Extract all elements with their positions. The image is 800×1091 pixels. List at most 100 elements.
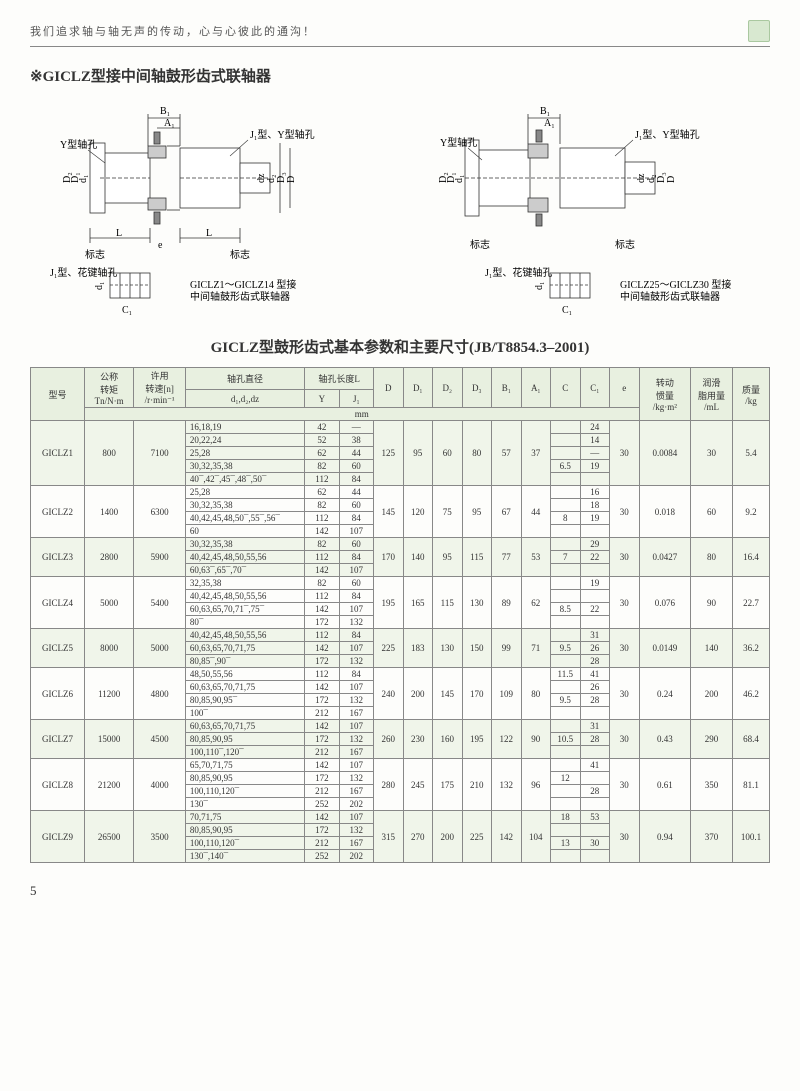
cell-C1: 16 — [580, 486, 610, 499]
cell-C1: 19 — [580, 512, 610, 525]
cell-d: 40,42,45,48,50,55,56 — [185, 629, 304, 642]
cell-y: 112 — [305, 668, 339, 681]
cell-j: 167 — [339, 785, 373, 798]
cell-B1: 67 — [492, 486, 522, 538]
cell-C — [551, 720, 581, 733]
cell-d: 16,18,19 — [185, 421, 304, 434]
cell-tn: 26500 — [85, 811, 134, 863]
cell-j: 107 — [339, 720, 373, 733]
cell-d: 32,35,38 — [185, 577, 304, 590]
cell-y: 172 — [305, 616, 339, 629]
table-row: GICLZ821200400065,70,71,7514210728024517… — [31, 759, 770, 772]
cell-model: GICLZ8 — [31, 759, 85, 811]
svg-text:e: e — [158, 240, 163, 251]
cell-C — [551, 655, 581, 668]
cell-D3: 80 — [462, 421, 492, 486]
cell-B1: 122 — [492, 720, 522, 759]
cell-A1: 90 — [521, 720, 551, 759]
cell-D2: 130 — [433, 629, 463, 668]
cell-e: 30 — [610, 759, 640, 811]
cell-tn: 21200 — [85, 759, 134, 811]
cell-C — [551, 499, 581, 512]
cell-C1 — [580, 564, 610, 577]
cell-D3: 115 — [462, 538, 492, 577]
cell-j: 107 — [339, 681, 373, 694]
cell-D: 195 — [374, 577, 404, 629]
table-row: GICLZ58000500040,42,45,48,50,55,56112842… — [31, 629, 770, 642]
th-A1: A₁ — [521, 368, 551, 408]
cell-d: 100,110,120¯ — [185, 837, 304, 850]
cell-A1: 62 — [521, 577, 551, 629]
cell-y: 212 — [305, 746, 339, 759]
cell-D1: 245 — [403, 759, 433, 811]
cell-B1: 77 — [492, 538, 522, 577]
th-bore-sub: d₁,d₂,dz — [185, 390, 304, 408]
cell-C1 — [580, 824, 610, 837]
cell-y: 62 — [305, 447, 339, 460]
cell-mass: 81.1 — [732, 759, 769, 811]
cell-j: 44 — [339, 486, 373, 499]
th-e: e — [610, 368, 640, 408]
cell-d: 60,63,65,70,71,75 — [185, 720, 304, 733]
th-model: 型号 — [31, 368, 85, 421]
cell-j: 107 — [339, 603, 373, 616]
cell-y: 212 — [305, 837, 339, 850]
cell-d: 100¯ — [185, 707, 304, 720]
th-D2: D₂ — [433, 368, 463, 408]
svg-text:D: D — [286, 176, 297, 183]
cell-C1 — [580, 616, 610, 629]
cell-C — [551, 629, 581, 642]
cell-C1 — [580, 772, 610, 785]
cell-D3: 225 — [462, 811, 492, 863]
cell-d: 60,63,65,70,71,75 — [185, 642, 304, 655]
cell-j: 44 — [339, 447, 373, 460]
svg-text:dz: dz — [636, 173, 647, 183]
cell-d: 60,63¯,65¯,70¯ — [185, 564, 304, 577]
table-head: 型号 公称转矩Tn/N·m 许用转速[n]/r·min⁻¹ 轴孔直径 轴孔长度L… — [31, 368, 770, 421]
cell-B1: 57 — [492, 421, 522, 486]
cell-C1: 30 — [580, 837, 610, 850]
cell-C1: 26 — [580, 642, 610, 655]
cell-y: 82 — [305, 577, 339, 590]
cell-C — [551, 681, 581, 694]
cell-j: 107 — [339, 759, 373, 772]
cell-C — [551, 447, 581, 460]
cell-D1: 165 — [403, 577, 433, 629]
svg-text:d₁: d₁ — [454, 175, 465, 184]
cell-D3: 130 — [462, 577, 492, 629]
cell-n: 7100 — [134, 421, 186, 486]
cell-y: 42 — [305, 421, 339, 434]
cell-mass: 9.2 — [732, 486, 769, 538]
table-row: GICLZ21400630025,28624414512075956744163… — [31, 486, 770, 499]
svg-text:标志: 标志 — [230, 248, 250, 261]
svg-text:Y型轴孔: Y型轴孔 — [60, 138, 97, 151]
table-row: GICLZ32800590030,32,35,38826017014095115… — [31, 538, 770, 551]
cell-n: 4500 — [134, 720, 186, 759]
cell-j: 132 — [339, 772, 373, 785]
svg-text:d₁: d₁ — [534, 282, 545, 291]
cell-D1: 95 — [403, 421, 433, 486]
cell-oil: 80 — [691, 538, 733, 577]
cell-j: 107 — [339, 642, 373, 655]
th-n: 许用转速[n]/r·min⁻¹ — [134, 368, 186, 408]
svg-text:标志: 标志 — [615, 238, 635, 251]
svg-text:J₁型、花键轴孔: J₁型、花键轴孔 — [50, 266, 117, 279]
svg-text:中间轴鼓形齿式联轴器: 中间轴鼓形齿式联轴器 — [620, 290, 720, 303]
cell-D2: 200 — [433, 811, 463, 863]
cell-d: 30,32,35,38 — [185, 460, 304, 473]
cell-C — [551, 746, 581, 759]
diagram-left: Y型轴孔 J₁型、Y型轴孔 标志 标志 B₁ A₁ L L e D₁ D₂ d₁… — [30, 98, 390, 318]
cell-y: 212 — [305, 785, 339, 798]
cell-C — [551, 434, 581, 447]
cell-j: 107 — [339, 564, 373, 577]
cell-j: 107 — [339, 811, 373, 824]
th-tn: 公称转矩Tn/N·m — [85, 368, 134, 408]
cell-d: 80¯ — [185, 616, 304, 629]
cell-inertia: 0.24 — [639, 668, 691, 720]
svg-text:A₁: A₁ — [544, 118, 555, 129]
svg-text:d₁: d₁ — [78, 175, 89, 184]
cell-C1: 14 — [580, 434, 610, 447]
cell-oil: 30 — [691, 421, 733, 486]
cell-d: 30,32,35,38 — [185, 538, 304, 551]
svg-text:J₁型、花键轴孔: J₁型、花键轴孔 — [485, 266, 552, 279]
